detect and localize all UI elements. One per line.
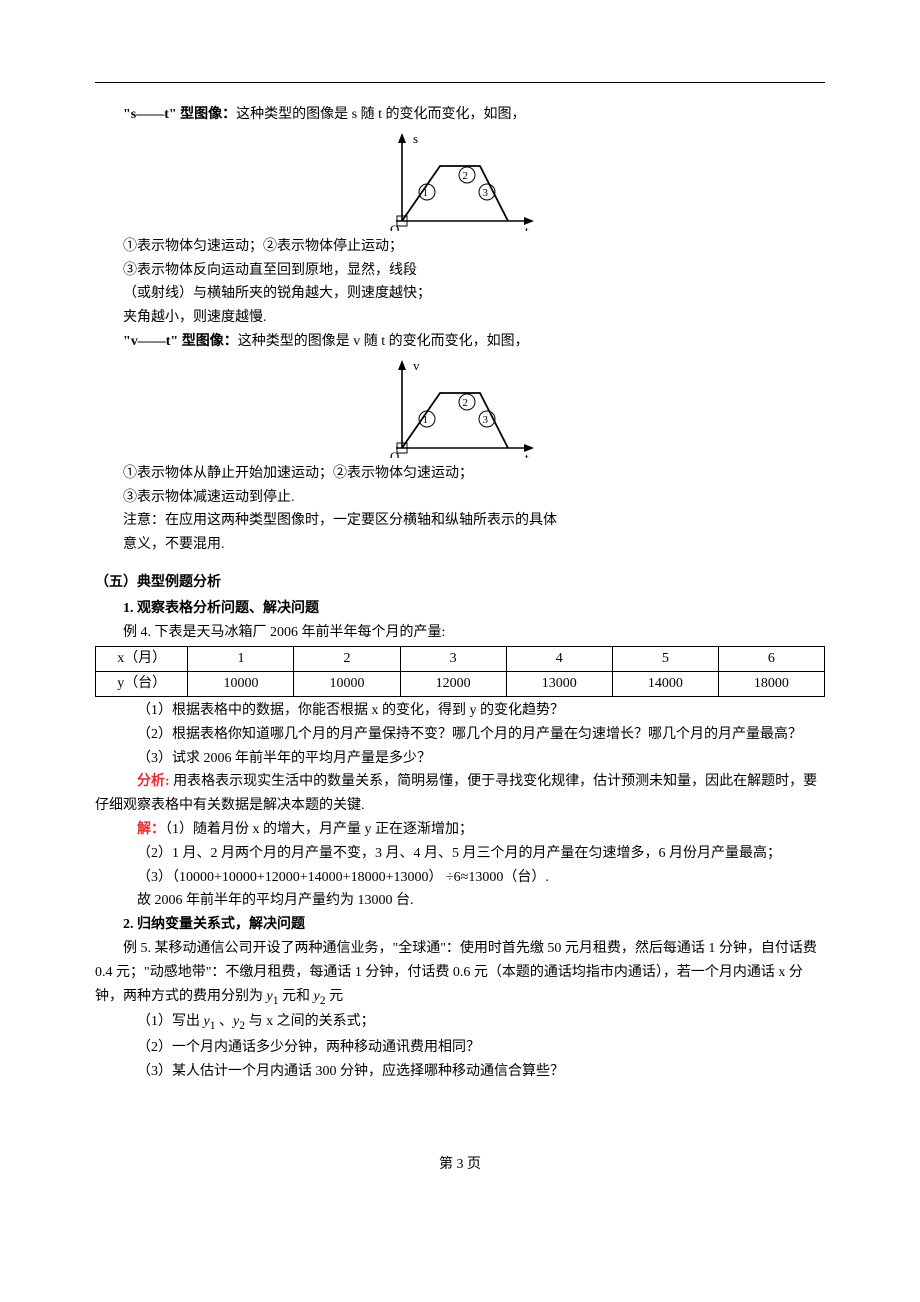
sol2: （2）1 月、2 月两个月的月产量不变，3 月、4 月、5 月三个月的月产量在匀… — [95, 842, 825, 866]
value-3: 12000 — [400, 672, 506, 697]
st-heading: "s——t" 型图像： — [123, 107, 236, 122]
st-line4: 夹角越小，则速度越慢. — [95, 306, 825, 330]
st-line3: （或射线）与横轴所夹的锐角越大，则速度越快； — [95, 282, 825, 306]
month-3: 3 — [400, 647, 506, 672]
s-t-graph: s t O 1 2 3 — [380, 131, 540, 231]
axis-label-s: s — [413, 131, 418, 146]
st-line1: ①表示物体匀速运动；②表示物体停止运动； — [95, 235, 825, 259]
page-footer: 第 3 页 — [0, 1153, 920, 1207]
st-heading-line: "s——t" 型图像：这种类型的图像是 s 随 t 的变化而变化，如图， — [95, 103, 825, 127]
ex5-q3: （3）某人估计一个月内通话 300 分钟，应选择哪种移动通信合算些？ — [95, 1060, 825, 1084]
q2-title: 2. 归纳变量关系式，解决问题 — [95, 913, 825, 937]
vt-heading: "v——t" 型图像： — [123, 334, 238, 349]
value-5: 14000 — [612, 672, 718, 697]
origin-label: O — [390, 222, 399, 231]
month-5: 5 — [612, 647, 718, 672]
value-4: 13000 — [506, 672, 612, 697]
vseg-3-label: 3 — [483, 414, 489, 426]
vt-note: 注意：在应用这两种类型图像时，一定要区分横轴和纵轴所表示的具体 — [95, 509, 825, 533]
ex4-q1: （1）根据表格中的数据，你能否根据 x 的变化，得到 y 的变化趋势？ — [95, 699, 825, 723]
vseg-1-label: 1 — [423, 414, 429, 426]
st-line2: ③表示物体反向运动直至回到原地，显然，线段 — [95, 259, 825, 283]
v-t-graph: v t O 1 2 3 — [380, 358, 540, 458]
vseg-2-label: 2 — [463, 397, 469, 409]
table-row: x（月） 1 2 3 4 5 6 — [96, 647, 825, 672]
seg-1-label: 1 — [423, 187, 429, 199]
analysis-text: 用表格表示现实生活中的数量关系，简明易懂，便于寻找变化规律，估计预测未知量，因此… — [95, 774, 817, 813]
st-heading-rest: 这种类型的图像是 s 随 t 的变化而变化，如图， — [236, 107, 525, 122]
row2-head: y（台） — [96, 672, 188, 697]
sol1: （1）随着月份 x 的增大，月产量 y 正在逐渐增加； — [165, 822, 473, 837]
ex5-lead-c: 元 — [326, 989, 344, 1004]
ex4-q2: （2）根据表格你知道哪几个月的月产量保持不变？哪几个月的月产量在匀速增长？哪几个… — [95, 723, 825, 747]
month-4: 4 — [506, 647, 612, 672]
ex5-q1-b: 、 — [216, 1014, 234, 1029]
ex4-solution: 解：（1）随着月份 x 的增大，月产量 y 正在逐渐增加； — [95, 818, 825, 842]
section5-title: （五）典型例题分析 — [95, 571, 825, 595]
axis-label-t2: t — [525, 450, 529, 458]
production-table: x（月） 1 2 3 4 5 6 y（台） 10000 10000 12000 … — [95, 646, 825, 697]
axis-label-v: v — [413, 358, 420, 373]
sol3: （3）（10000+10000+12000+14000+18000+13000）… — [95, 866, 825, 890]
analysis-label: 分析: — [137, 774, 170, 789]
row1-head: x（月） — [96, 647, 188, 672]
seg-2-label: 2 — [463, 170, 469, 182]
table-row: y（台） 10000 10000 12000 13000 14000 18000 — [96, 672, 825, 697]
ex5-lead: 例 5. 某移动通信公司开设了两种通信业务，"全球通"：使用时首先缴 50 元月… — [95, 937, 825, 1010]
q1-title: 1. 观察表格分析问题、解决问题 — [95, 597, 825, 621]
ex5-q1-a: （1）写出 — [137, 1014, 204, 1029]
month-6: 6 — [718, 647, 824, 672]
value-2: 10000 — [294, 672, 400, 697]
ex5-q2: （2）一个月内通话多少分钟，两种移动通讯费用相同？ — [95, 1036, 825, 1060]
page: "s——t" 型图像：这种类型的图像是 s 随 t 的变化而变化，如图， s t… — [0, 82, 920, 1207]
value-6: 18000 — [718, 672, 824, 697]
month-1: 1 — [188, 647, 294, 672]
content-body: "s——t" 型图像：这种类型的图像是 s 随 t 的变化而变化，如图， s t… — [0, 83, 920, 1083]
vt-line2: ③表示物体减速运动到停止. — [95, 486, 825, 510]
ex4-q3: （3）试求 2006 年前半年的平均月产量是多少？ — [95, 747, 825, 771]
vt-line1: ①表示物体从静止开始加速运动；②表示物体匀速运动； — [95, 462, 825, 486]
axis-label-t: t — [525, 223, 529, 231]
vt-note2: 意义，不要混用. — [95, 533, 825, 557]
sol-tail: 故 2006 年前半年的平均月产量约为 13000 台. — [95, 889, 825, 913]
ex4-analysis: 分析: 用表格表示现实生活中的数量关系，简明易懂，便于寻找变化规律，估计预测未知… — [95, 770, 825, 818]
vt-heading-line: "v——t" 型图像：这种类型的图像是 v 随 t 的变化而变化，如图， — [95, 330, 825, 354]
origin-label-2: O — [390, 449, 399, 458]
seg-3-label: 3 — [483, 187, 489, 199]
ex4-lead: 例 4. 下表是天马冰箱厂 2006 年前半年每个月的产量: — [95, 621, 825, 645]
month-2: 2 — [294, 647, 400, 672]
ex5-lead-a: 例 5. 某移动通信公司开设了两种通信业务，"全球通"：使用时首先缴 50 元月… — [95, 941, 817, 1004]
vt-heading-rest: 这种类型的图像是 v 随 t 的变化而变化，如图， — [238, 334, 529, 349]
ex5-lead-b: 元和 — [279, 989, 314, 1004]
ex5-q1: （1）写出 y1 、y2 与 x 之间的关系式； — [95, 1010, 825, 1036]
sol-label: 解： — [137, 822, 165, 837]
ex5-q1-c: 与 x 之间的关系式； — [245, 1014, 375, 1029]
value-1: 10000 — [188, 672, 294, 697]
